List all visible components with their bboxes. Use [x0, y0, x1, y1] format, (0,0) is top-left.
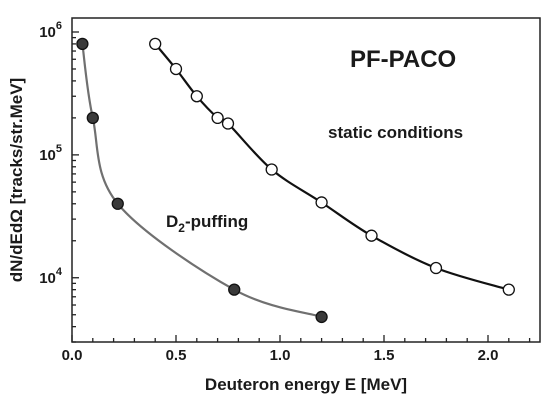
- series-0-point: [228, 283, 241, 296]
- series-1-point: [365, 229, 378, 242]
- series-1-point: [211, 111, 224, 125]
- series-1-point: [190, 90, 203, 103]
- series-1-point: [169, 62, 183, 76]
- series-1-curve: [154, 43, 510, 291]
- series-1-point: [502, 283, 515, 296]
- y-tick-label: 105: [39, 143, 62, 164]
- series-0-point: [315, 310, 328, 324]
- y-tick-label: 104: [39, 266, 63, 287]
- x-axis-label: Deuteron energy E [MeV]: [205, 375, 407, 394]
- y-axis-label: dN/dEdΩ [tracks/str.MeV]: [7, 78, 26, 282]
- axis-ticks: 0.0 0.5 1.0 1.5 2.0 104 105 106: [39, 20, 531, 364]
- fit-curves: [81, 43, 510, 318]
- series-1-point: [429, 261, 443, 275]
- x-tick-label: 0.5: [166, 347, 187, 364]
- data-points: [76, 37, 515, 324]
- plot-frame: [71, 17, 541, 343]
- y-tick-label: 106: [39, 20, 62, 41]
- chart-title: PF-PACO: [350, 46, 456, 73]
- series-0-curve: [81, 43, 322, 318]
- legend-static-conditions: static conditions: [328, 123, 463, 142]
- x-tick-label: 0.0: [62, 347, 83, 364]
- legend-d2-rest: -puffing: [185, 212, 248, 231]
- series-0-point: [86, 111, 99, 125]
- x-tick-label: 1.5: [374, 347, 395, 364]
- series-1-point: [221, 117, 235, 130]
- x-tick-label: 1.0: [270, 347, 291, 364]
- legend-d2-puffing: D2-puffing: [166, 212, 248, 235]
- series-1-point: [149, 37, 162, 51]
- legend-d2-main: D: [166, 212, 178, 231]
- legend-d2-subscript: 2: [178, 221, 185, 235]
- x-tick-label: 2.0: [478, 347, 499, 364]
- series-0-point: [111, 197, 124, 210]
- series-1-point: [315, 196, 328, 209]
- series-1-point: [265, 163, 278, 176]
- series-0-point: [76, 37, 89, 51]
